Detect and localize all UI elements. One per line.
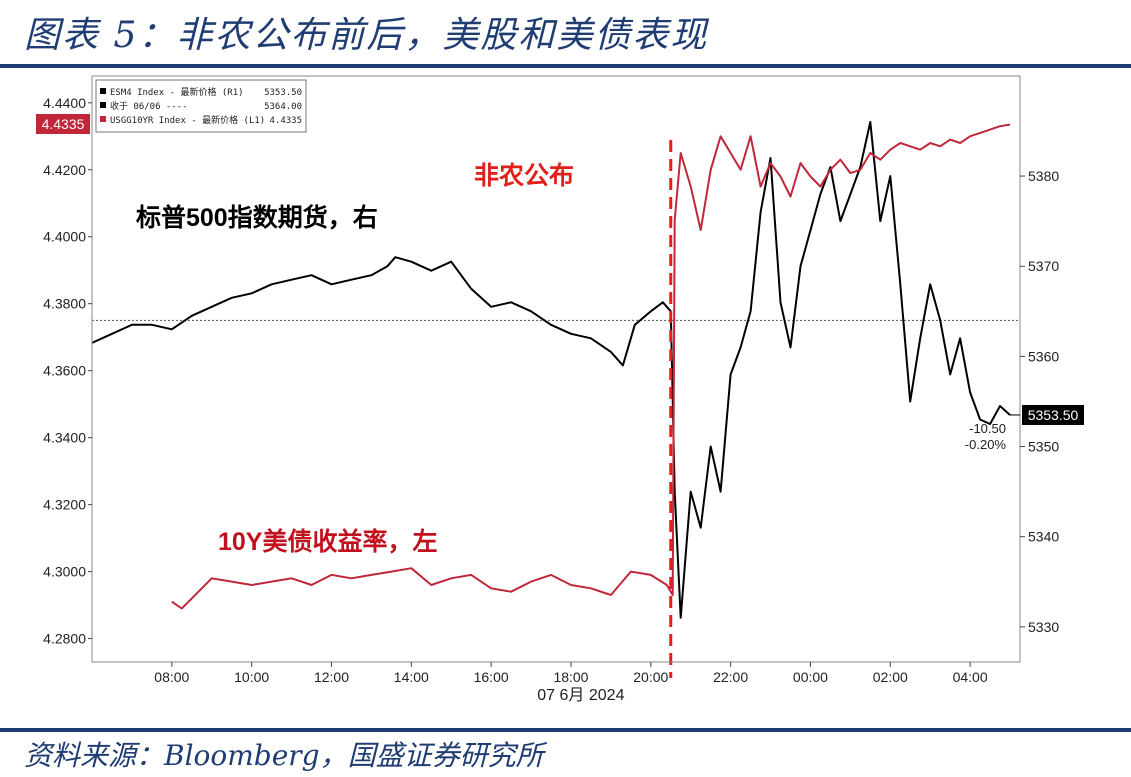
series-group <box>91 121 1011 619</box>
y-left-tick-label: 4.4400 <box>43 95 86 111</box>
plot-frame <box>91 75 1021 663</box>
x-tick-label: 02:00 <box>873 669 908 685</box>
x-tick-label: 14:00 <box>394 669 429 685</box>
legend-value-bond: 4.4335 <box>269 116 302 126</box>
series-line-bond <box>171 123 1011 610</box>
legend-swatch-close <box>100 102 106 108</box>
legend-item-close: 收于 06/06 ---- <box>110 100 188 112</box>
y-axis-left: 4.4400 4.4200 4.4000 4.3800 4.3600 4.3400 4.32… <box>43 95 92 647</box>
x-axis-date-label: 07 6月 2024 <box>537 687 624 704</box>
page-title: 图表 5：非农公布前后，美股和美债表现 <box>24 15 709 56</box>
legend-value-close: 5364.00 <box>264 102 302 112</box>
y-axis-right: 5380 5370 5360 5350 5340 5330 <box>1020 168 1059 635</box>
x-tick-label: 08:00 <box>154 669 189 685</box>
header-rule <box>0 64 1131 68</box>
legend-swatch-spx <box>100 88 106 94</box>
y-left-tick-label: 4.3400 <box>43 430 86 446</box>
y-left-tick-label: 4.4200 <box>43 162 86 178</box>
y-left-tick-label: 4.4000 <box>43 229 86 245</box>
x-tick-label: 18:00 <box>553 669 588 685</box>
y-right-tick-label: 5340 <box>1028 529 1059 545</box>
x-tick-label: 22:00 <box>713 669 748 685</box>
legend-item-bond: USGG10YR Index - 最新价格 (L1) <box>110 114 265 126</box>
x-tick-label: 16:00 <box>474 669 509 685</box>
x-tick-label: 00:00 <box>793 669 828 685</box>
annotation-bond: 10Y美债收益率，左 <box>218 527 437 556</box>
y-left-tick-label: 4.2800 <box>43 631 86 647</box>
right-value-badge-bg <box>1022 404 1084 425</box>
legend-value-spx: 5353.50 <box>264 88 302 98</box>
series-line-spx <box>91 121 1011 619</box>
right-change-points: -10.50 <box>969 421 1006 436</box>
y-right-tick-label: 5330 <box>1028 619 1059 635</box>
legend: ESM4 Index - 最新价格 (R1) 5353.50 收于 06/06 … <box>95 79 307 133</box>
x-axis: 08:00 10:00 12:00 14:00 16:00 18:00 20:00 22:00… <box>154 662 988 685</box>
chart: 4.4400 4.4200 4.4000 4.3800 4.3600 4.3400 4.32… <box>36 75 1084 704</box>
y-right-tick-label: 5370 <box>1028 258 1059 274</box>
y-left-tick-label: 4.3800 <box>43 296 86 312</box>
y-right-tick-label: 5350 <box>1028 439 1059 455</box>
y-right-tick-label: 5380 <box>1028 168 1059 184</box>
right-value-badge: 5353.50 <box>1028 407 1079 423</box>
footer-rule <box>0 728 1131 732</box>
x-tick-label: 10:00 <box>234 669 269 685</box>
y-left-tick-label: 4.3600 <box>43 363 86 379</box>
left-value-badge-bg <box>36 114 90 134</box>
legend-swatch-bond <box>100 116 106 122</box>
left-value-badge: 4.4335 <box>42 116 85 132</box>
right-change-percent: -0.20% <box>965 437 1007 452</box>
y-left-tick-label: 4.3000 <box>43 564 86 580</box>
legend-item-spx: ESM4 Index - 最新价格 (R1) <box>110 86 244 98</box>
annotation-nfp: 非农公布 <box>474 161 574 190</box>
y-right-tick-label: 5360 <box>1028 348 1059 364</box>
x-tick-label: 12:00 <box>314 669 349 685</box>
x-tick-label: 20:00 <box>633 669 668 685</box>
y-left-tick-label: 4.3200 <box>43 497 86 513</box>
source-note: 资料来源：Bloomberg，国盛证券研究所 <box>24 739 544 772</box>
annotation-spx: 标普500指数期货，右 <box>136 203 378 232</box>
x-tick-label: 04:00 <box>953 669 988 685</box>
